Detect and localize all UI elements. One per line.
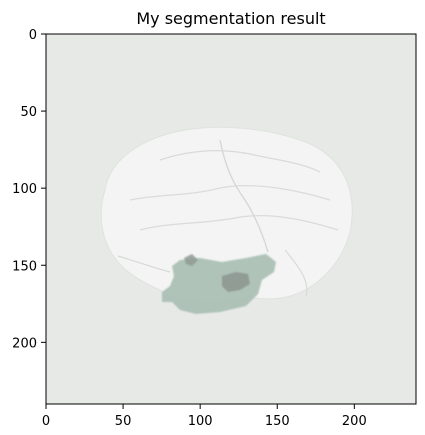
y-tick-label: 200	[12, 336, 37, 351]
y-tick-label: 50	[20, 105, 37, 120]
x-axis: 0 50 100 150 200	[42, 404, 367, 429]
brain-image	[100, 126, 353, 303]
brain-fold-1	[159, 150, 321, 173]
brain-fold-5	[117, 255, 171, 273]
segmentation-region	[162, 254, 276, 314]
segmentation-spot	[184, 254, 198, 266]
y-tick-label: 100	[12, 182, 37, 197]
brain-outline	[100, 126, 353, 303]
x-tick-label: 200	[342, 414, 367, 429]
x-tick-label: 150	[265, 414, 290, 429]
y-axis: 0 50 100 150 200	[12, 28, 46, 351]
segmentation-overlay	[162, 254, 276, 314]
axes-frame	[45, 33, 417, 405]
brain-fold-3	[139, 215, 339, 231]
brain-fold-6	[284, 249, 308, 297]
y-tick-label: 150	[12, 259, 37, 274]
x-tick-label: 100	[188, 414, 213, 429]
x-tick-label: 0	[42, 414, 50, 429]
segmentation-core	[222, 272, 250, 292]
brain-fold-2	[129, 185, 331, 201]
y-tick-label: 0	[29, 28, 37, 43]
chart-title: My segmentation result	[136, 9, 325, 28]
brain-fold-4	[219, 139, 269, 253]
x-tick-label: 50	[115, 414, 132, 429]
